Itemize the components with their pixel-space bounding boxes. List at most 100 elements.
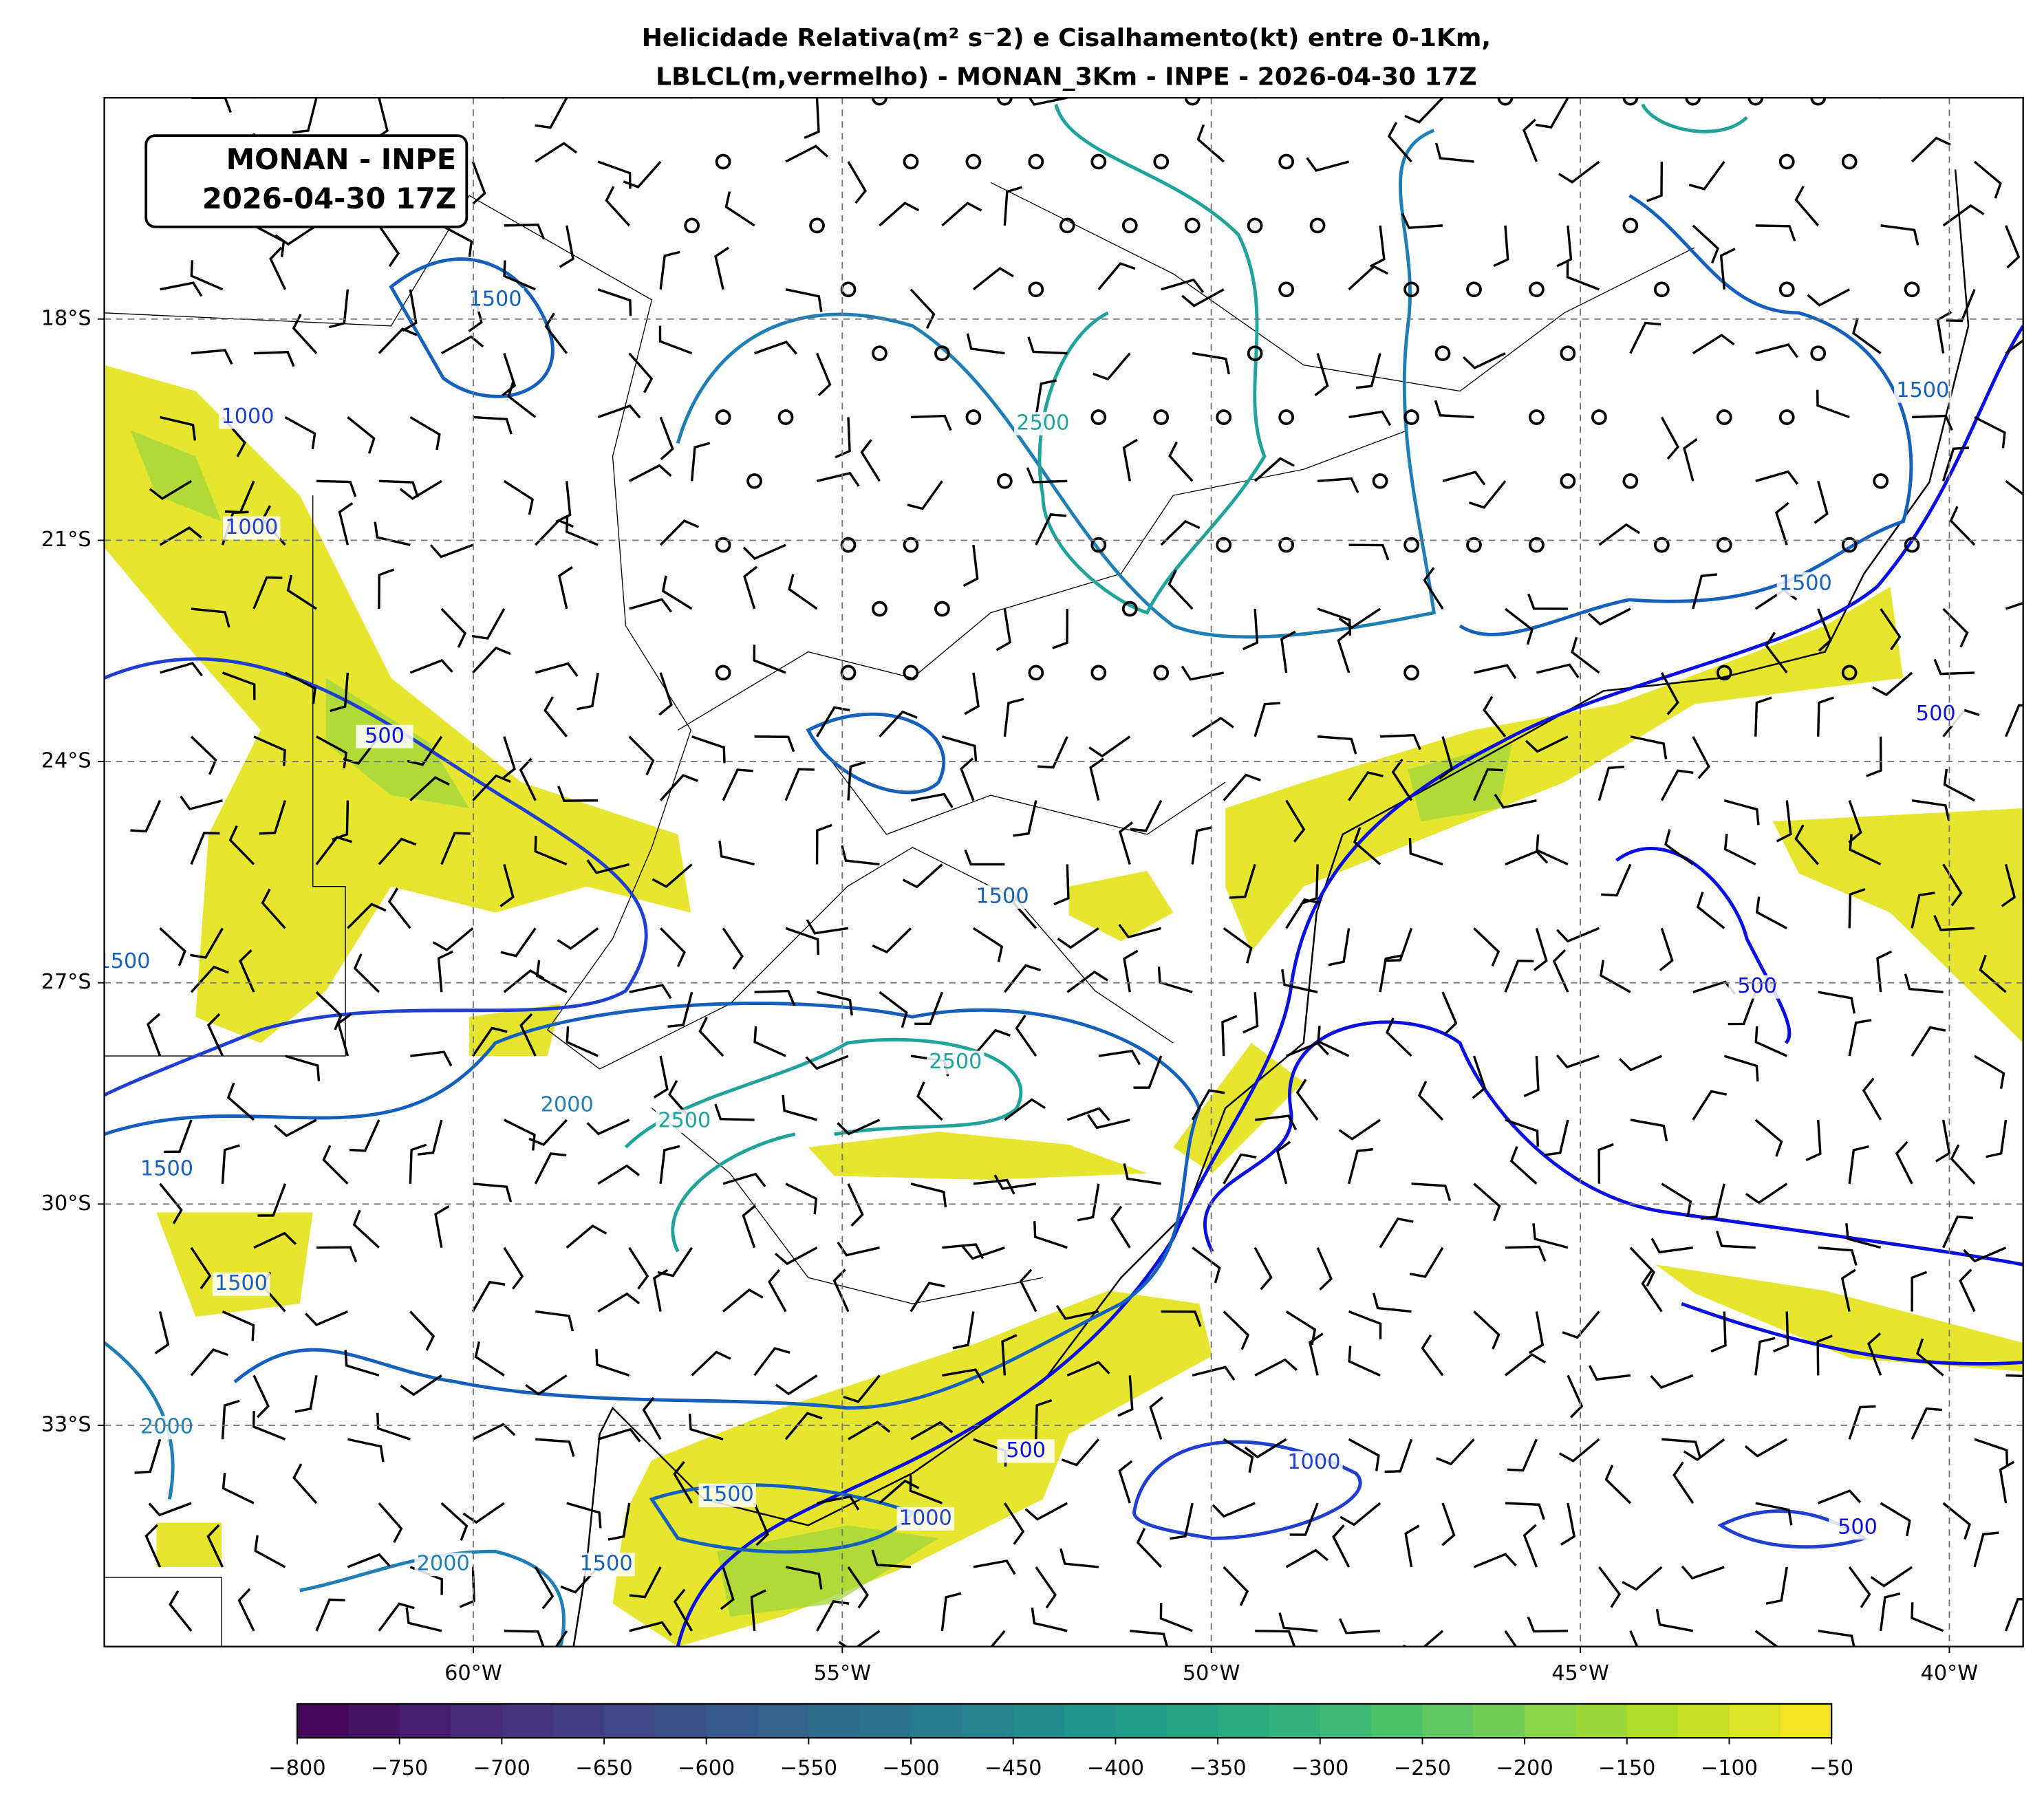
wind-barb: [1402, 1630, 1444, 1647]
wind-barb: [1340, 1502, 1381, 1526]
wind-barb: [1168, 441, 1194, 482]
wind-barb: [1348, 1310, 1382, 1339]
wind-barb: [688, 1413, 724, 1440]
wind-barb: [221, 1144, 240, 1184]
contour-label-bg: [698, 1483, 756, 1507]
wind-barb: [1053, 864, 1070, 906]
calm-wind: [1403, 537, 1419, 553]
wind-barb: [1848, 887, 1866, 929]
wind-barb: [535, 98, 568, 129]
wind-barb: [1660, 769, 1694, 801]
wind-barb: [742, 543, 786, 561]
wind-barb: [1404, 98, 1444, 124]
wind-barb: [1692, 224, 1720, 263]
contour-label-bg: [466, 288, 524, 312]
contour-label-bg: [1776, 572, 1834, 596]
wind-barb: [284, 415, 316, 450]
wind-barb: [440, 832, 471, 865]
wind-barb: [504, 1630, 545, 1647]
colorbar-segment: [655, 1703, 707, 1738]
wind-barb: [940, 1592, 962, 1632]
y-tick-label: 27°S: [41, 970, 92, 994]
wind-barb: [1701, 1183, 1725, 1220]
wind-barb: [1598, 523, 1640, 546]
wind-barb: [472, 774, 511, 801]
wind-barb: [1681, 1565, 1725, 1580]
wind-barb: [1409, 1246, 1444, 1278]
calm-wind: [1622, 217, 1639, 234]
wind-barb: [1754, 1119, 1783, 1157]
wind-barb: [1523, 1055, 1540, 1097]
wind-barb: [1587, 607, 1631, 626]
wind-barb: [642, 1396, 662, 1440]
colorbar-segment: [297, 1703, 349, 1738]
wind-barb: [434, 1205, 450, 1248]
wind-barb: [1347, 1148, 1373, 1185]
wind-barb: [1646, 161, 1664, 202]
wind-barb: [1089, 757, 1104, 801]
wind-barb: [1659, 927, 1674, 971]
wind-barb: [159, 1183, 183, 1224]
contour-label: 1500: [580, 1552, 633, 1576]
wind-barb: [961, 1245, 1005, 1260]
wind-barb: [1941, 446, 1970, 482]
wind-barb: [409, 415, 441, 451]
wind-barb: [1870, 1566, 1913, 1588]
calm-wind: [1466, 281, 1482, 298]
wind-barb: [160, 415, 197, 441]
wind-barb: [1191, 825, 1213, 865]
wind-barb: [832, 1268, 850, 1313]
wind-barb: [269, 246, 286, 290]
wind-barb: [534, 835, 568, 866]
wind-barb: [1212, 1502, 1256, 1518]
wind-barb: [1473, 927, 1500, 967]
wind-barb: [409, 658, 453, 674]
wind-barb: [1057, 927, 1099, 949]
wind-barb: [2005, 338, 2023, 354]
calm-wind: [1028, 281, 1044, 298]
contour-label-bg: [1728, 975, 1786, 999]
calm-wind: [1560, 473, 1576, 489]
wind-barb: [134, 1438, 162, 1474]
wind-barb: [1391, 758, 1412, 801]
wind-barb: [144, 1524, 162, 1568]
wind-barb: [1379, 733, 1421, 751]
wind-barb: [996, 608, 1011, 651]
wind-barb: [1061, 1438, 1100, 1467]
wind-barb: [1692, 735, 1710, 779]
calm-wind: [1278, 537, 1295, 553]
wind-barb: [503, 1246, 524, 1290]
wind-barb: [1871, 671, 1913, 697]
contour-label: 1000: [899, 1506, 952, 1530]
wind-barb: [284, 1055, 321, 1081]
wind-barb: [1794, 824, 1819, 865]
wind-barb: [1223, 927, 1253, 964]
wind-barb: [750, 1589, 766, 1631]
wind-barb: [1560, 1502, 1576, 1546]
calm-wind: [1622, 473, 1639, 489]
wind-barb: [402, 289, 418, 332]
wind-barb: [1755, 1502, 1793, 1526]
calm-wind: [1121, 601, 1138, 617]
contour-label: 1000: [221, 404, 274, 429]
wind-barb: [191, 349, 233, 365]
wind-barb: [910, 288, 936, 329]
wind-barb: [1911, 1407, 1943, 1440]
wind-barb: [159, 927, 186, 967]
colorbar-tick-label: −150: [1598, 1756, 1655, 1780]
wind-barb: [1765, 1566, 1788, 1605]
wind-barb: [722, 768, 753, 801]
wind-barb: [628, 1246, 649, 1290]
wind-barb: [1544, 1119, 1569, 1156]
wind-barb: [1723, 799, 1760, 825]
wind-barb: [1223, 1310, 1250, 1350]
wind-barb: [2004, 1598, 2023, 1632]
wind-barb: [1588, 1365, 1631, 1381]
calm-wind: [1622, 98, 1639, 106]
wind-barb: [784, 768, 815, 801]
wind-barb: [607, 1502, 631, 1541]
calm-wind: [903, 537, 919, 553]
wind-barb: [1192, 352, 1230, 375]
contour-label: 2000: [417, 1552, 470, 1576]
wind-barb: [1723, 833, 1756, 866]
